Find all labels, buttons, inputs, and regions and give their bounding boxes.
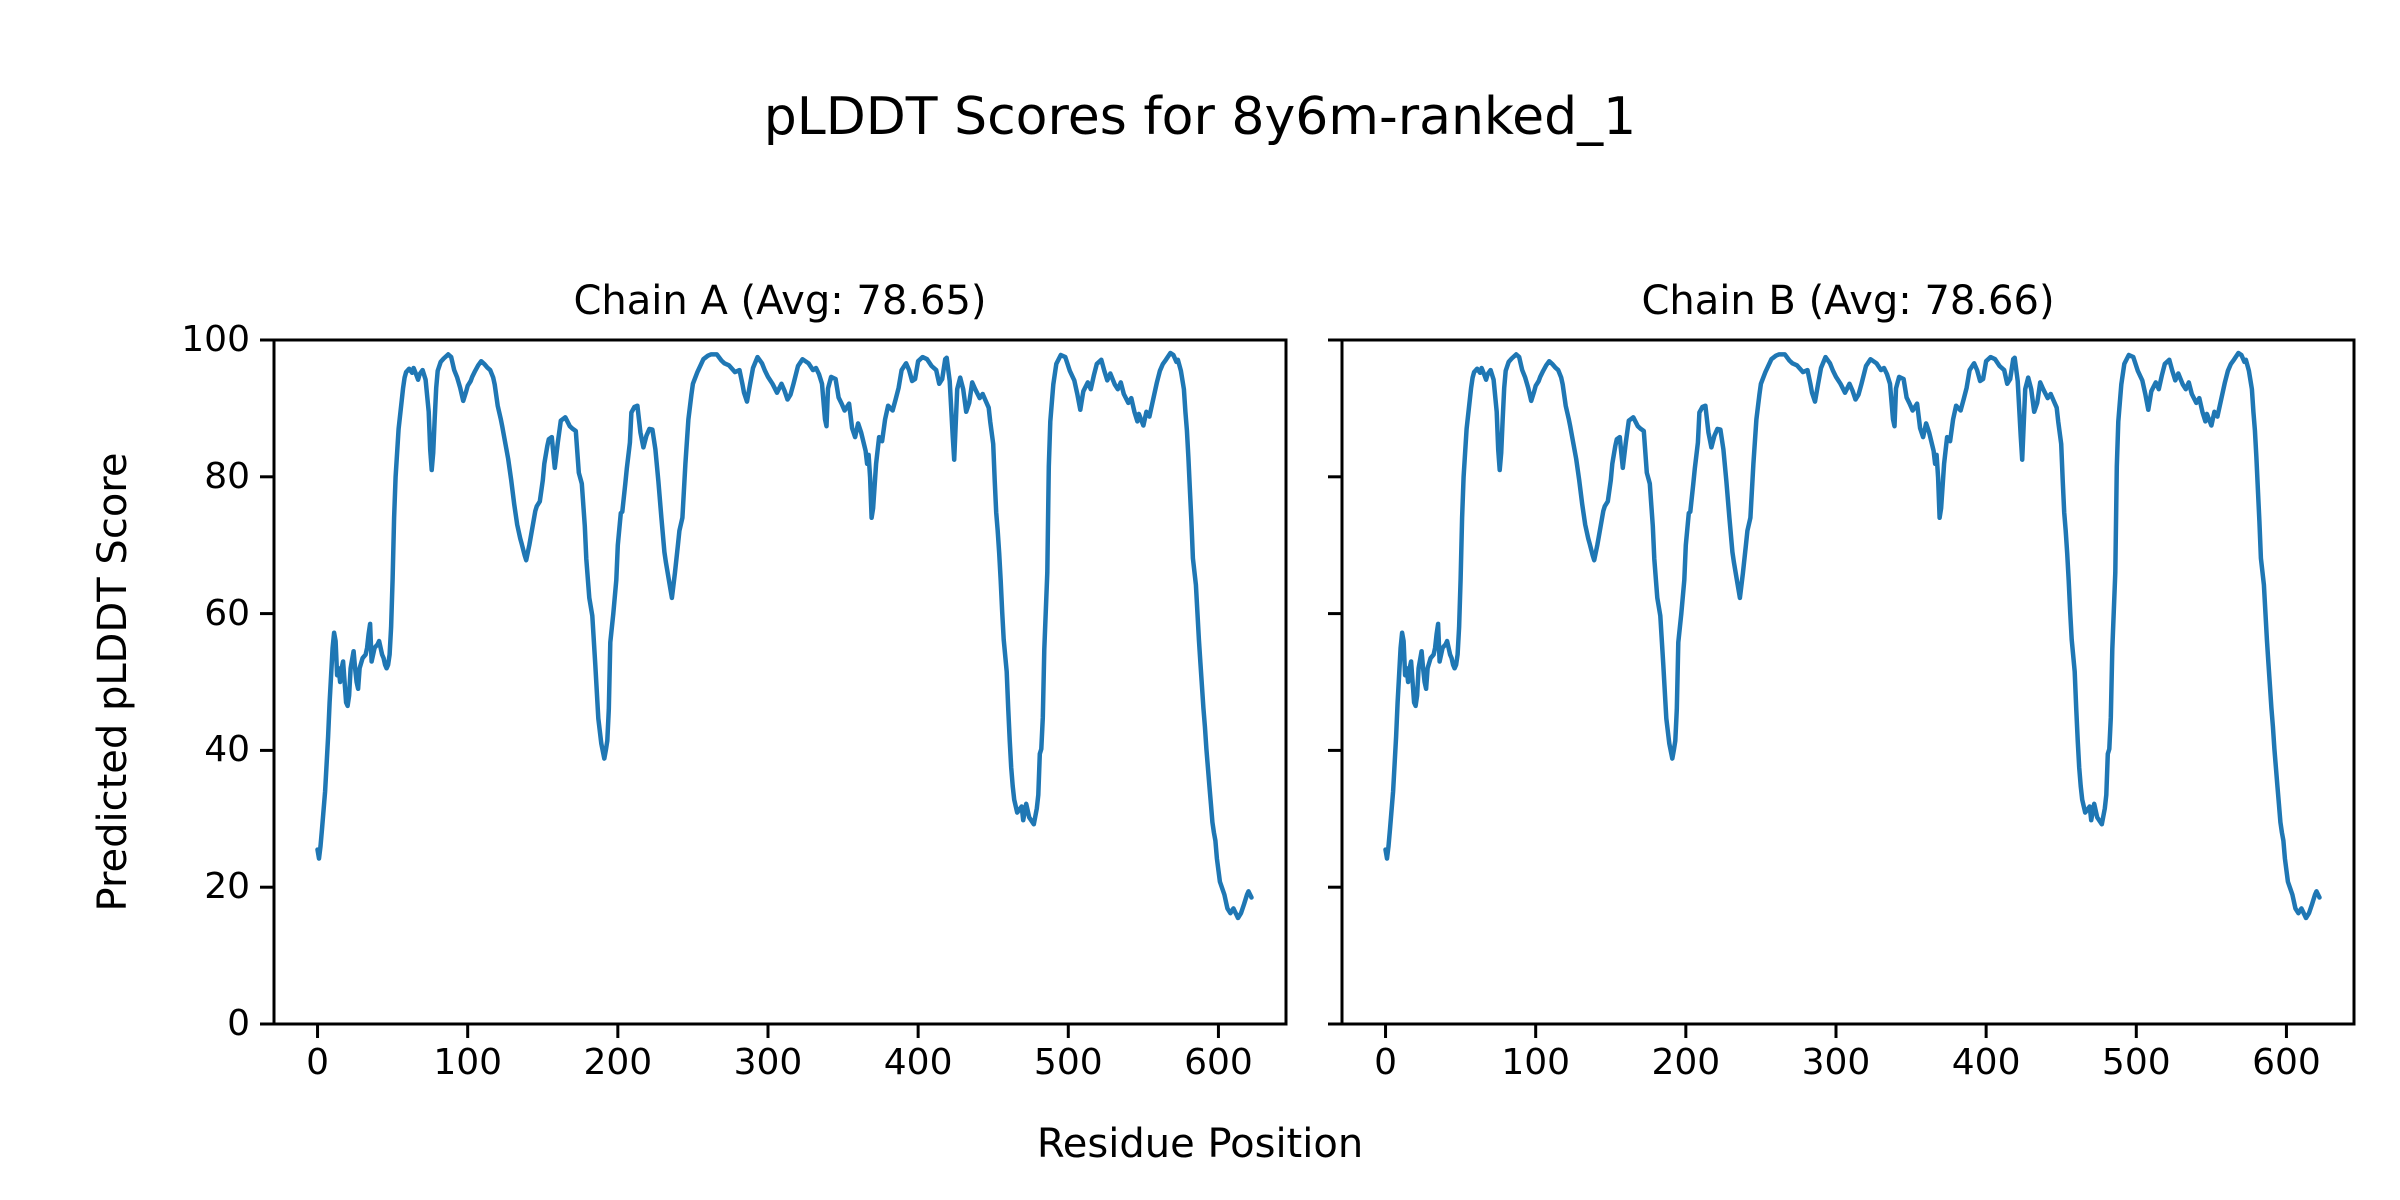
y-tick-label: 100 <box>181 319 250 360</box>
x-tick-label: 600 <box>1184 1042 1253 1083</box>
plddt-line-chain-a <box>315 350 1254 921</box>
chain-b-title: Chain B (Avg: 78.66) <box>1641 278 2055 324</box>
y-tick-label: 40 <box>204 729 250 771</box>
x-tick-label: 400 <box>883 1042 953 1083</box>
axes-spines <box>1340 338 2356 1026</box>
axes-spines <box>272 338 1288 1026</box>
chain-a-subplot: Chain A (Avg: 78.65) 0 100 200 300 400 500 600… <box>181 278 1288 1083</box>
figure-title: pLDDT Scores for 8y6m-ranked_1 <box>763 87 1637 147</box>
y-tick-label: 60 <box>204 592 250 634</box>
chain-b-subplot: Chain B (Avg: 78.66) 0 100 200 300 400 500 600 <box>1328 278 2356 1083</box>
x-tick-label: 300 <box>733 1042 803 1083</box>
x-tick-label: 500 <box>1033 1042 1103 1083</box>
x-tick-label: 300 <box>1801 1042 1871 1083</box>
x-tick-label: 600 <box>2252 1042 2321 1083</box>
x-tick-label: 400 <box>1951 1042 2021 1083</box>
x-tick-label: 200 <box>1651 1042 1721 1083</box>
x-tick-label: 0 <box>1374 1042 1397 1083</box>
chain-b-plot-area <box>1328 338 2356 1038</box>
chain-a-title: Chain A (Avg: 78.65) <box>573 278 987 324</box>
y-tick-label: 20 <box>204 866 250 908</box>
y-tick-label: 80 <box>204 455 250 497</box>
x-tick-label: 0 <box>306 1042 329 1083</box>
x-tick-label: 500 <box>2101 1042 2171 1083</box>
x-tick-label: 200 <box>583 1042 653 1083</box>
y-tick-label: 0 <box>227 1003 250 1044</box>
plddt-line-chain-b <box>1383 350 2322 921</box>
y-axis-label: Predicted pLDDT Score <box>90 452 136 912</box>
chain-a-plot-area <box>260 338 1288 1038</box>
x-axis-label: Residue Position <box>1036 1121 1364 1167</box>
x-tick-label: 100 <box>433 1042 503 1083</box>
x-tick-label: 100 <box>1501 1042 1571 1083</box>
